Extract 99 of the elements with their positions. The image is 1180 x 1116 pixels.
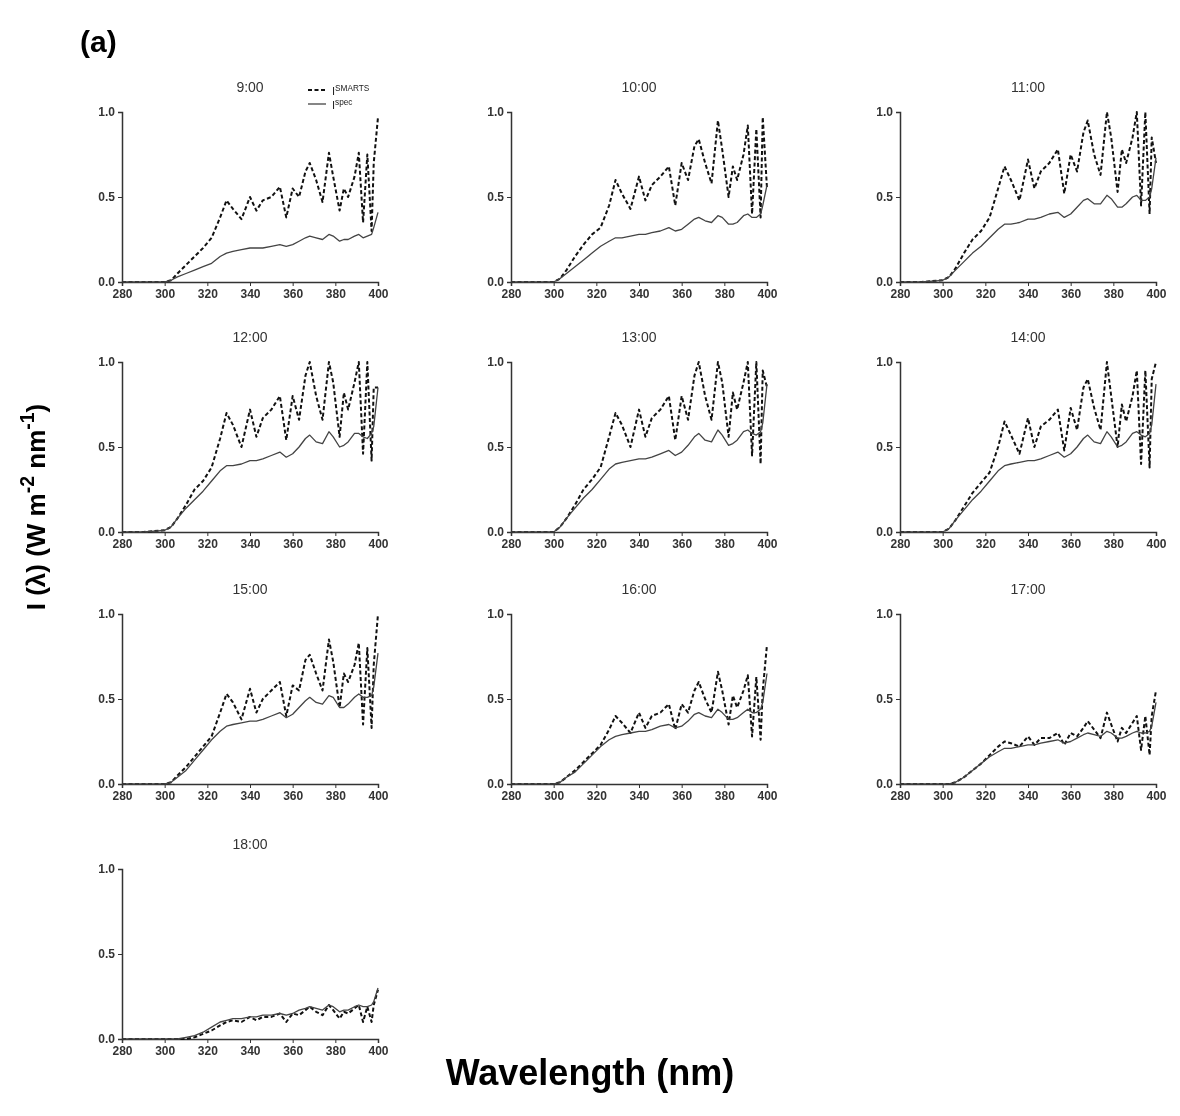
x-tick-label: 380 — [714, 536, 736, 551]
chart-title: 16:00 — [621, 581, 657, 597]
x-tick-label: 320 — [586, 286, 608, 301]
x-tick-label: 300 — [155, 788, 176, 803]
y-tick-label: 0.5 — [98, 947, 116, 962]
y-tick-label: 1.0 — [98, 862, 116, 877]
chart-title: 10:00 — [621, 79, 657, 95]
text: (a) — [80, 25, 117, 58]
y-tick-label: 1.0 — [98, 607, 116, 622]
y-tick-label: 1.0 — [487, 105, 505, 120]
x-tick-label: 320 — [197, 536, 219, 551]
y-tick-label: 0.5 — [487, 440, 505, 455]
y-tick-label: 0.5 — [98, 440, 116, 455]
x-tick-label: 360 — [672, 788, 693, 803]
y-tick-label: 1.0 — [98, 105, 116, 120]
x-tick-label: 400 — [1146, 788, 1167, 803]
x-tick-label: 340 — [240, 286, 261, 301]
x-tick-label: 380 — [714, 286, 736, 301]
x-tick-label: 400 — [368, 536, 389, 551]
x-tick-label: 320 — [975, 536, 997, 551]
x-tick-label: 300 — [155, 1043, 176, 1058]
x-tick-label: 320 — [586, 788, 608, 803]
x-tick-label: 380 — [1103, 536, 1125, 551]
x-tick-label: 340 — [1018, 286, 1039, 301]
x-tick-label: 380 — [1103, 788, 1125, 803]
y-tick-label: 1.0 — [487, 607, 505, 622]
x-tick-label: 340 — [1018, 536, 1039, 551]
x-tick-label: 300 — [933, 788, 954, 803]
x-tick-label: 360 — [1061, 536, 1082, 551]
x-tick-label: 400 — [757, 788, 778, 803]
x-tick-label: 320 — [197, 286, 219, 301]
x-tick-label: 360 — [283, 286, 304, 301]
x-tick-label: 320 — [975, 286, 997, 301]
chart-title: 11:00 — [1011, 79, 1046, 95]
x-tick-label: 380 — [325, 788, 347, 803]
y-tick-label: 0.5 — [98, 190, 116, 205]
legend-label: I$^{spec}$ — [332, 97, 353, 111]
y-tick-label: 1.0 — [876, 607, 894, 622]
y-tick-label: 0.5 — [98, 692, 116, 707]
chart-title: 13:00 — [621, 329, 657, 345]
x-tick-label: 400 — [368, 788, 389, 803]
y-tick-label: 0.5 — [487, 190, 505, 205]
line-series — [121, 211, 379, 283]
x-tick-label: 320 — [586, 536, 608, 551]
x-tick-label: 400 — [1146, 286, 1167, 301]
x-tick-label: 400 — [1146, 536, 1167, 551]
line-series — [510, 672, 768, 785]
legend-label: I$^{SMARTS}$ — [332, 83, 370, 97]
y-tick-label: 1.0 — [487, 355, 505, 370]
x-tick-label: 340 — [1018, 788, 1039, 803]
x-tick-label: 340 — [629, 536, 650, 551]
x-tick-label: 300 — [933, 536, 954, 551]
x-tick-label: 360 — [1061, 286, 1082, 301]
x-tick-label: 400 — [368, 286, 389, 301]
chart-title: 9:00 — [236, 79, 264, 95]
x-tick-label: 360 — [672, 286, 693, 301]
y-tick-label: 0.5 — [487, 692, 505, 707]
x-tick-label: 340 — [240, 1043, 261, 1058]
y-tick-label: 0.5 — [876, 190, 894, 205]
chart-title: 18:00 — [232, 836, 268, 852]
x-tick-label: 300 — [544, 536, 565, 551]
x-tick-label: 380 — [1103, 286, 1125, 301]
x-tick-label: 380 — [714, 788, 736, 803]
line-series — [121, 652, 379, 785]
x-tick-label: 360 — [672, 536, 693, 551]
x-tick-label: 360 — [1061, 788, 1082, 803]
x-tick-label: 340 — [629, 286, 650, 301]
x-tick-label: 400 — [757, 536, 778, 551]
x-tick-label: 360 — [283, 536, 304, 551]
x-tick-label: 300 — [933, 286, 954, 301]
x-tick-label: 300 — [155, 286, 176, 301]
x-tick-label: 380 — [325, 1043, 347, 1058]
x-tick-label: 360 — [283, 788, 304, 803]
x-tick-label: 380 — [325, 536, 347, 551]
y-tick-label: 1.0 — [98, 355, 116, 370]
x-tick-label: 380 — [325, 286, 347, 301]
x-tick-label: 340 — [240, 536, 261, 551]
chart-title: 17:00 — [1010, 581, 1046, 597]
y-tick-label: 1.0 — [876, 355, 894, 370]
x-tick-label: 340 — [240, 788, 261, 803]
x-axis-title: Wavelength (nm) — [445, 1052, 735, 1093]
chart-title: 14:00 — [1010, 329, 1046, 345]
x-tick-label: 320 — [975, 788, 997, 803]
chart-title: 12:00 — [232, 329, 268, 345]
line-series — [510, 184, 768, 283]
x-tick-label: 320 — [197, 788, 219, 803]
y-tick-label: 0.5 — [876, 440, 894, 455]
chart-title: 15:00 — [232, 581, 268, 597]
x-tick-label: 300 — [155, 536, 176, 551]
x-tick-label: 320 — [197, 1043, 219, 1058]
y-tick-label: 0.5 — [876, 692, 894, 707]
x-tick-label: 340 — [629, 788, 650, 803]
x-tick-label: 300 — [544, 788, 565, 803]
x-tick-label: 300 — [544, 286, 565, 301]
x-tick-label: 360 — [283, 1043, 304, 1058]
x-tick-label: 400 — [368, 1043, 389, 1058]
line-series — [899, 157, 1157, 283]
y-tick-label: 1.0 — [876, 105, 894, 120]
x-tick-label: 400 — [757, 286, 778, 301]
